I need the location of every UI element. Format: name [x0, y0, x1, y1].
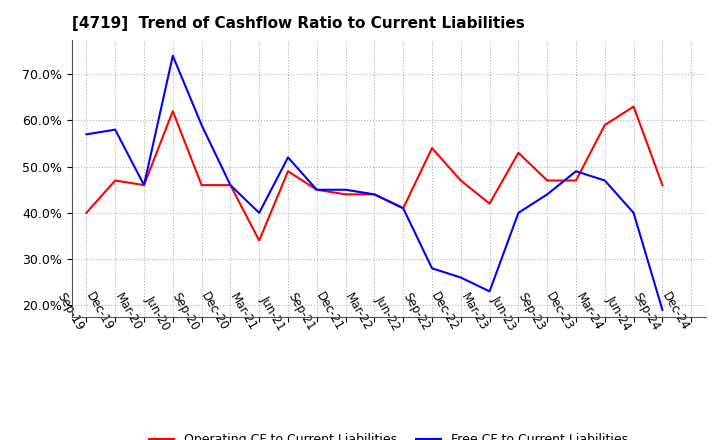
Operating CF to Current Liabilities	[255, 238, 264, 243]
Operating CF to Current Liabilities	[658, 183, 667, 188]
Line: Operating CF to Current Liabilities: Operating CF to Current Liabilities	[86, 106, 662, 241]
Legend: Operating CF to Current Liabilities, Free CF to Current Liabilities: Operating CF to Current Liabilities, Fre…	[144, 429, 634, 440]
Free CF to Current Liabilities	[341, 187, 350, 192]
Operating CF to Current Liabilities	[428, 146, 436, 151]
Operating CF to Current Liabilities	[370, 192, 379, 197]
Free CF to Current Liabilities	[428, 266, 436, 271]
Operating CF to Current Liabilities	[485, 201, 494, 206]
Operating CF to Current Liabilities	[341, 192, 350, 197]
Free CF to Current Liabilities	[284, 155, 292, 160]
Free CF to Current Liabilities	[370, 192, 379, 197]
Operating CF to Current Liabilities	[456, 178, 465, 183]
Free CF to Current Liabilities	[399, 205, 408, 211]
Free CF to Current Liabilities	[456, 275, 465, 280]
Operating CF to Current Liabilities	[140, 183, 148, 188]
Text: [4719]  Trend of Cashflow Ratio to Current Liabilities: [4719] Trend of Cashflow Ratio to Curren…	[72, 16, 525, 32]
Operating CF to Current Liabilities	[82, 210, 91, 216]
Operating CF to Current Liabilities	[284, 169, 292, 174]
Free CF to Current Liabilities	[658, 307, 667, 312]
Free CF to Current Liabilities	[514, 210, 523, 216]
Operating CF to Current Liabilities	[226, 183, 235, 188]
Free CF to Current Liabilities	[168, 53, 177, 59]
Line: Free CF to Current Liabilities: Free CF to Current Liabilities	[86, 56, 662, 310]
Operating CF to Current Liabilities	[543, 178, 552, 183]
Operating CF to Current Liabilities	[514, 150, 523, 155]
Free CF to Current Liabilities	[226, 183, 235, 188]
Free CF to Current Liabilities	[572, 169, 580, 174]
Operating CF to Current Liabilities	[629, 104, 638, 109]
Free CF to Current Liabilities	[140, 183, 148, 188]
Free CF to Current Liabilities	[312, 187, 321, 192]
Free CF to Current Liabilities	[111, 127, 120, 132]
Free CF to Current Liabilities	[197, 122, 206, 128]
Operating CF to Current Liabilities	[399, 205, 408, 211]
Operating CF to Current Liabilities	[600, 122, 609, 128]
Operating CF to Current Liabilities	[312, 187, 321, 192]
Operating CF to Current Liabilities	[572, 178, 580, 183]
Operating CF to Current Liabilities	[197, 183, 206, 188]
Free CF to Current Liabilities	[485, 289, 494, 294]
Free CF to Current Liabilities	[543, 192, 552, 197]
Free CF to Current Liabilities	[255, 210, 264, 216]
Operating CF to Current Liabilities	[111, 178, 120, 183]
Free CF to Current Liabilities	[82, 132, 91, 137]
Free CF to Current Liabilities	[600, 178, 609, 183]
Free CF to Current Liabilities	[629, 210, 638, 216]
Operating CF to Current Liabilities	[168, 109, 177, 114]
